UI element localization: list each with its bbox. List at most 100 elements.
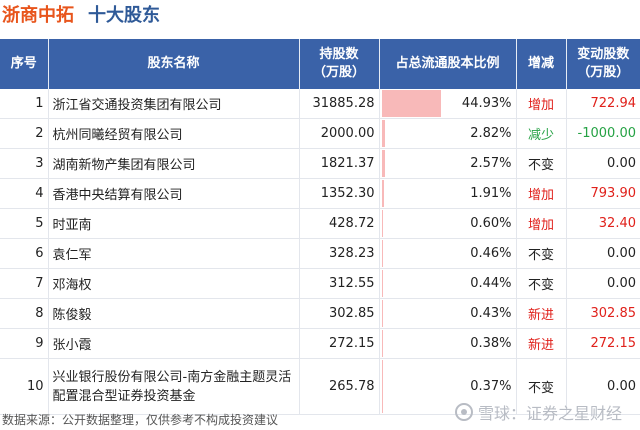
ratio-bar bbox=[381, 90, 442, 117]
ratio-bar bbox=[381, 150, 385, 177]
table-row: 10 兴业银行股份有限公司-南方金融主题灵活配置混合型证券投资基金 265.78 0.… bbox=[0, 358, 640, 415]
ratio-bar bbox=[381, 210, 383, 237]
shareholder-name-cell: 陈俊毅 bbox=[48, 298, 300, 329]
rank-cell: 4 bbox=[0, 178, 49, 209]
ratio-cell: 44.93% bbox=[379, 89, 517, 119]
column-header-name: 股东名称 bbox=[48, 39, 300, 89]
change-badge: 不变 bbox=[516, 268, 567, 299]
change-badge: 增加 bbox=[516, 178, 567, 209]
change-badge: 减少 bbox=[516, 118, 567, 149]
delta-cell: 302.85 bbox=[566, 298, 640, 329]
table-header-row: 序号 股东名称 持股数 （万股） 占总流通股本比例 增减 变动股数 （万股） bbox=[0, 39, 640, 89]
delta-cell: 0.00 bbox=[566, 148, 640, 179]
shareholder-name-cell: 浙江省交通投资集团有限公司 bbox=[48, 89, 300, 119]
shareholder-name-cell: 邓海权 bbox=[48, 268, 300, 299]
table-row: 6 袁仁军 328.23 0.46% 不变 0.00 bbox=[0, 238, 640, 269]
delta-cell: 0.00 bbox=[566, 358, 640, 415]
ratio-bar bbox=[381, 120, 386, 147]
table-row: 1 浙江省交通投资集团有限公司 31885.28 44.93% 增加 722.94 bbox=[0, 89, 640, 119]
rank-cell: 7 bbox=[0, 268, 49, 299]
shares-cell: 328.23 bbox=[299, 238, 380, 269]
shares-cell: 2000.00 bbox=[299, 118, 380, 149]
ratio-value: 0.46% bbox=[470, 246, 512, 261]
ratio-value: 0.38% bbox=[470, 336, 512, 351]
ratio-bar bbox=[381, 330, 382, 357]
ratio-value: 0.44% bbox=[470, 276, 512, 291]
rank-cell: 5 bbox=[0, 208, 49, 239]
ratio-cell: 0.38% bbox=[379, 328, 517, 359]
ratio-cell: 0.43% bbox=[379, 298, 517, 329]
shares-cell: 302.85 bbox=[299, 298, 380, 329]
table-row: 8 陈俊毅 302.85 0.43% 新进 302.85 bbox=[0, 298, 640, 329]
ratio-cell: 0.37% bbox=[379, 358, 517, 415]
delta-cell: 32.40 bbox=[566, 208, 640, 239]
table-row: 7 邓海权 312.55 0.44% 不变 0.00 bbox=[0, 268, 640, 299]
ratio-bar bbox=[381, 180, 385, 207]
column-header-ratio: 占总流通股本比例 bbox=[379, 39, 517, 89]
delta-cell: 272.15 bbox=[566, 328, 640, 359]
ratio-value: 2.82% bbox=[470, 126, 512, 141]
watermark: 雪球：证券之星财经 bbox=[454, 400, 622, 424]
table-row: 4 香港中央结算有限公司 1352.30 1.91% 增加 793.90 bbox=[0, 178, 640, 209]
change-badge: 增加 bbox=[516, 89, 567, 119]
delta-cell: 722.94 bbox=[566, 89, 640, 119]
ratio-value: 1.91% bbox=[470, 186, 512, 201]
shares-cell: 272.15 bbox=[299, 328, 380, 359]
ratio-value: 0.37% bbox=[470, 379, 512, 394]
delta-cell: 0.00 bbox=[566, 238, 640, 269]
delta-cell: -1000.00 bbox=[566, 118, 640, 149]
ratio-bar bbox=[381, 300, 383, 327]
table-row: 3 湖南新物产集团有限公司 1821.37 2.57% 不变 0.00 bbox=[0, 148, 640, 179]
ratio-bar bbox=[381, 270, 383, 297]
rank-cell: 10 bbox=[0, 358, 49, 415]
shares-cell: 1821.37 bbox=[299, 148, 380, 179]
shares-cell: 265.78 bbox=[299, 358, 380, 415]
column-header-change: 增减 bbox=[516, 39, 567, 89]
table-row: 2 杭州同曦经贸有限公司 2000.00 2.82% 减少 -1000.00 bbox=[0, 118, 640, 149]
shares-cell: 428.72 bbox=[299, 208, 380, 239]
ratio-cell: 2.57% bbox=[379, 148, 517, 179]
table-row: 9 张小霞 272.15 0.38% 新进 272.15 bbox=[0, 328, 640, 359]
shareholder-name-cell: 杭州同曦经贸有限公司 bbox=[48, 118, 300, 149]
change-badge: 新进 bbox=[516, 328, 567, 359]
delta-cell: 0.00 bbox=[566, 268, 640, 299]
shares-cell: 312.55 bbox=[299, 268, 380, 299]
shareholders-table: 序号 股东名称 持股数 （万股） 占总流通股本比例 增减 变动股数 （万股） 1… bbox=[0, 39, 640, 415]
shareholder-name-cell: 香港中央结算有限公司 bbox=[48, 178, 300, 209]
watermark-text: 雪球：证券之星财经 bbox=[477, 404, 622, 423]
shareholder-name-cell: 袁仁军 bbox=[48, 238, 300, 269]
page-title: 浙商中拓 十大股东 bbox=[2, 2, 160, 32]
change-badge: 不变 bbox=[516, 148, 567, 179]
ratio-value: 0.43% bbox=[470, 306, 512, 321]
ratio-cell: 1.91% bbox=[379, 178, 517, 209]
ratio-bar bbox=[381, 240, 383, 267]
rank-cell: 1 bbox=[0, 89, 49, 119]
snowball-logo-icon bbox=[454, 403, 473, 421]
change-badge: 增加 bbox=[516, 208, 567, 239]
column-header-rank: 序号 bbox=[0, 39, 49, 89]
change-badge: 不变 bbox=[516, 238, 567, 269]
shareholder-name-cell: 时亚南 bbox=[48, 208, 300, 239]
data-source-note: 数据来源：公开数据整理，仅供参考不构成投资建议 bbox=[2, 413, 279, 427]
ratio-value: 44.93% bbox=[461, 96, 512, 111]
column-header-delta: 变动股数 （万股） bbox=[566, 39, 640, 89]
delta-cell: 793.90 bbox=[566, 178, 640, 209]
rank-cell: 6 bbox=[0, 238, 49, 269]
ratio-value: 0.60% bbox=[470, 216, 512, 231]
ratio-value: 2.57% bbox=[470, 156, 512, 171]
rank-cell: 8 bbox=[0, 298, 49, 329]
column-header-shares: 持股数 （万股） bbox=[299, 39, 380, 89]
change-badge: 新进 bbox=[516, 298, 567, 329]
ratio-cell: 0.44% bbox=[379, 268, 517, 299]
shareholder-name-cell: 湖南新物产集团有限公司 bbox=[48, 148, 300, 179]
company-name: 浙商中拓 bbox=[2, 5, 74, 26]
shares-cell: 1352.30 bbox=[299, 178, 380, 209]
shares-cell: 31885.28 bbox=[299, 89, 380, 119]
shareholder-name-cell: 兴业银行股份有限公司-南方金融主题灵活配置混合型证券投资基金 bbox=[48, 358, 300, 415]
ratio-cell: 2.82% bbox=[379, 118, 517, 149]
shareholder-name-cell: 张小霞 bbox=[48, 328, 300, 359]
table-row: 5 时亚南 428.72 0.60% 增加 32.40 bbox=[0, 208, 640, 239]
rank-cell: 9 bbox=[0, 328, 49, 359]
ratio-cell: 0.60% bbox=[379, 208, 517, 239]
change-badge: 不变 bbox=[516, 358, 567, 415]
